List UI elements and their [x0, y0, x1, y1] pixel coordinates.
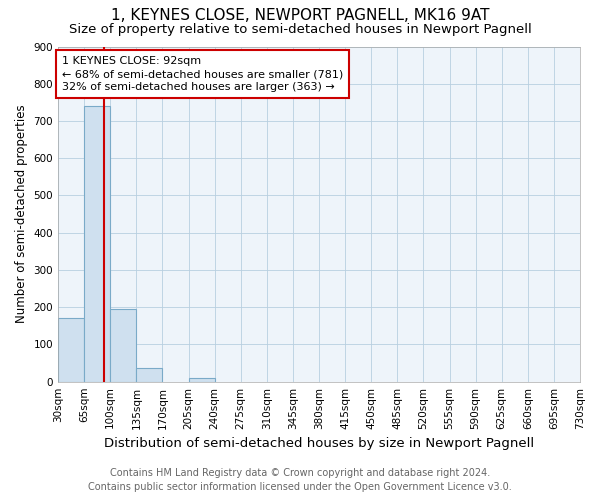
Bar	[136, 368, 163, 382]
Text: 1, KEYNES CLOSE, NEWPORT PAGNELL, MK16 9AT: 1, KEYNES CLOSE, NEWPORT PAGNELL, MK16 9…	[111, 8, 489, 22]
Text: 1 KEYNES CLOSE: 92sqm
← 68% of semi-detached houses are smaller (781)
32% of sem: 1 KEYNES CLOSE: 92sqm ← 68% of semi-deta…	[62, 56, 343, 92]
X-axis label: Distribution of semi-detached houses by size in Newport Pagnell: Distribution of semi-detached houses by …	[104, 437, 534, 450]
Text: Size of property relative to semi-detached houses in Newport Pagnell: Size of property relative to semi-detach…	[68, 22, 532, 36]
Bar	[188, 378, 215, 382]
Bar	[58, 318, 84, 382]
Y-axis label: Number of semi-detached properties: Number of semi-detached properties	[15, 105, 28, 324]
Bar	[110, 309, 136, 382]
Bar	[84, 106, 110, 382]
Text: Contains HM Land Registry data © Crown copyright and database right 2024.
Contai: Contains HM Land Registry data © Crown c…	[88, 468, 512, 492]
